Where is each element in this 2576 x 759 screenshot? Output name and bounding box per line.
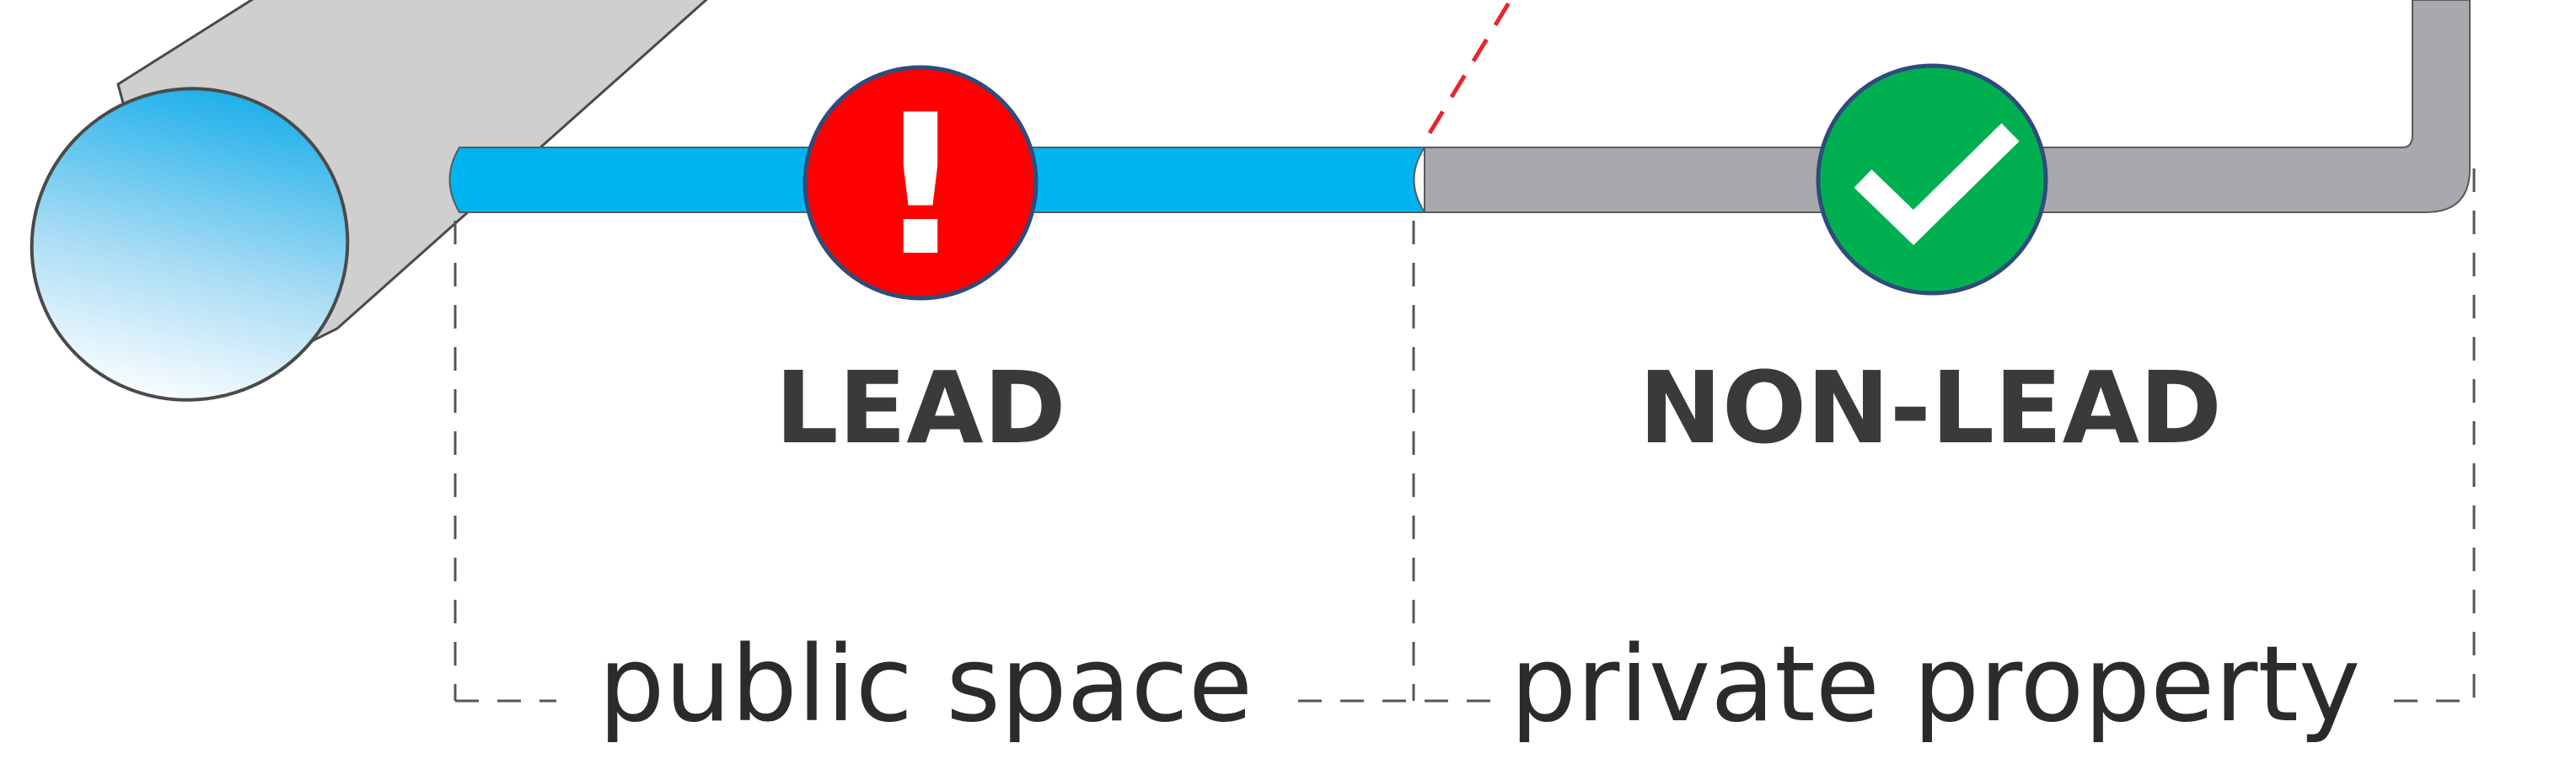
lead-warning-badge: !	[802, 65, 1038, 301]
water-main-opening	[30, 87, 350, 402]
ok-circle	[1816, 63, 2048, 296]
non-lead-label: NON-LEAD	[1639, 350, 2222, 466]
non-lead-ok-badge	[1816, 63, 2048, 296]
property-boundary-marker	[1427, 0, 1513, 135]
exclamation-icon: !	[877, 74, 965, 299]
lead-label: LEAD	[775, 350, 1065, 466]
checkmark-icon	[1854, 123, 2020, 245]
dimension-lines	[453, 168, 2476, 703]
water-main-pipe	[30, 0, 708, 402]
private-service-pipe	[1424, 0, 2471, 213]
public-space-label: public space	[598, 624, 1253, 746]
warning-circle	[802, 65, 1038, 301]
private-property-label: private property	[1511, 624, 2361, 746]
